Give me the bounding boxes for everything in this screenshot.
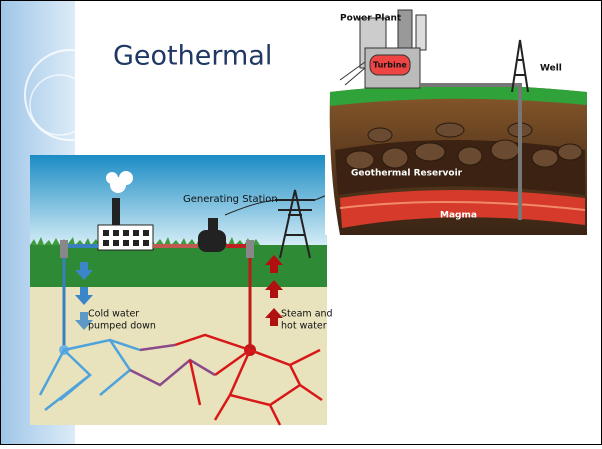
page: Geothermal Generating Station Cold water… xyxy=(0,0,602,445)
station-diagram: Generating Station Cold water pumped dow… xyxy=(30,155,333,425)
well-label: Well xyxy=(540,64,562,74)
cold-label: pumped down xyxy=(88,321,156,332)
station-label: Generating Station xyxy=(183,194,278,205)
turbine-label: Turbine xyxy=(373,61,407,70)
plant-label: Power Plant xyxy=(340,14,402,24)
slide-title: Geothermal xyxy=(113,41,272,72)
slide: Geothermal Generating Station Cold water… xyxy=(0,0,602,445)
cold-label: Cold water xyxy=(88,309,139,320)
plant-diagram: Power Plant Turbine Well Geothermal Rese… xyxy=(325,5,587,235)
hot-label: Steam and xyxy=(281,309,333,320)
magma-label: Magma xyxy=(440,211,477,221)
hot-label: hot water xyxy=(281,321,327,332)
reservoir-label: Geothermal Reservoir xyxy=(351,169,463,179)
